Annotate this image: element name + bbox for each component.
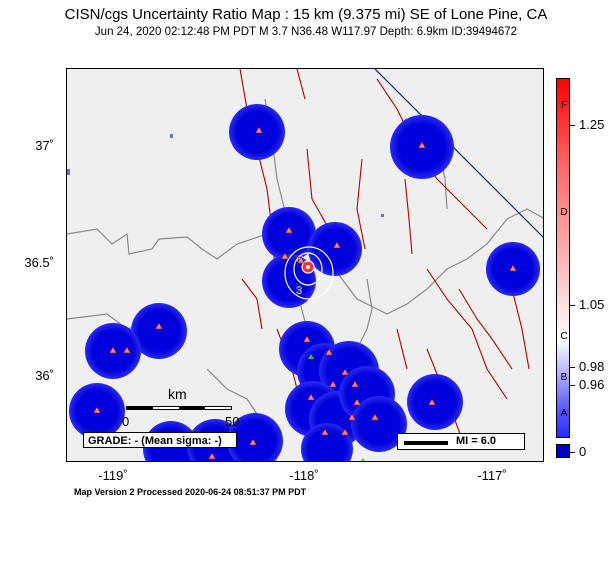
colorbar-value-0: 0: [579, 444, 587, 459]
station-marker-green: [308, 354, 314, 359]
contour-label-3: 3: [296, 285, 302, 297]
lat-tick-37: 37˚: [35, 138, 54, 153]
map-canvas[interactable]: 6 3: [66, 68, 544, 462]
map-title: CISN/cgs Uncertainty Ratio Map : 15 km (…: [64, 6, 548, 23]
colorbar-letter-D: D: [560, 207, 568, 218]
lat-tick-36: 36˚: [35, 368, 54, 383]
mi-legend: MI = 6.0: [397, 433, 525, 450]
colorbar-value-0-96: 0.96: [579, 377, 605, 392]
colorbar-value-1-05: 1.05: [579, 297, 605, 312]
intensity-contours: [284, 246, 334, 300]
lat-tick-36-5: 36.5˚: [24, 255, 54, 270]
uncertainty-colorbar: [556, 78, 570, 438]
scale-bar: [126, 406, 232, 410]
scale-label-end: 50: [225, 414, 240, 429]
lon-tick-119: -119˚: [98, 468, 128, 483]
station-markers: [93, 126, 517, 460]
colorbar-zero-swatch: [556, 444, 570, 458]
scale-label-start: 0: [122, 414, 130, 429]
processing-footer: Map Version 2 Processed 2020-06-24 08:51…: [74, 487, 307, 497]
colorbar-letter-F: F: [560, 100, 568, 111]
colorbar-value-0-98: 0.98: [579, 359, 605, 374]
colorbar-value-1-25: 1.25: [579, 117, 605, 132]
lon-tick-118: -118˚: [289, 468, 319, 483]
grade-legend: GRADE: - (Mean sigma: -): [83, 432, 237, 448]
mi-legend-bar: [404, 441, 448, 445]
scale-unit: km: [168, 386, 187, 402]
colorbar-letter-A: A: [560, 408, 568, 419]
colorbar-letter-C: C: [560, 331, 568, 342]
lon-tick-117: -117˚: [477, 468, 507, 483]
state-boundary: [374, 69, 543, 238]
colorbar-letter-B: B: [560, 372, 568, 383]
mi-legend-label: MI = 6.0: [456, 435, 497, 447]
event-subtitle: Jun 24, 2020 02:12:48 PM PDT M 3.7 N36.4…: [94, 26, 518, 38]
station-marker-green-2: [361, 458, 365, 461]
